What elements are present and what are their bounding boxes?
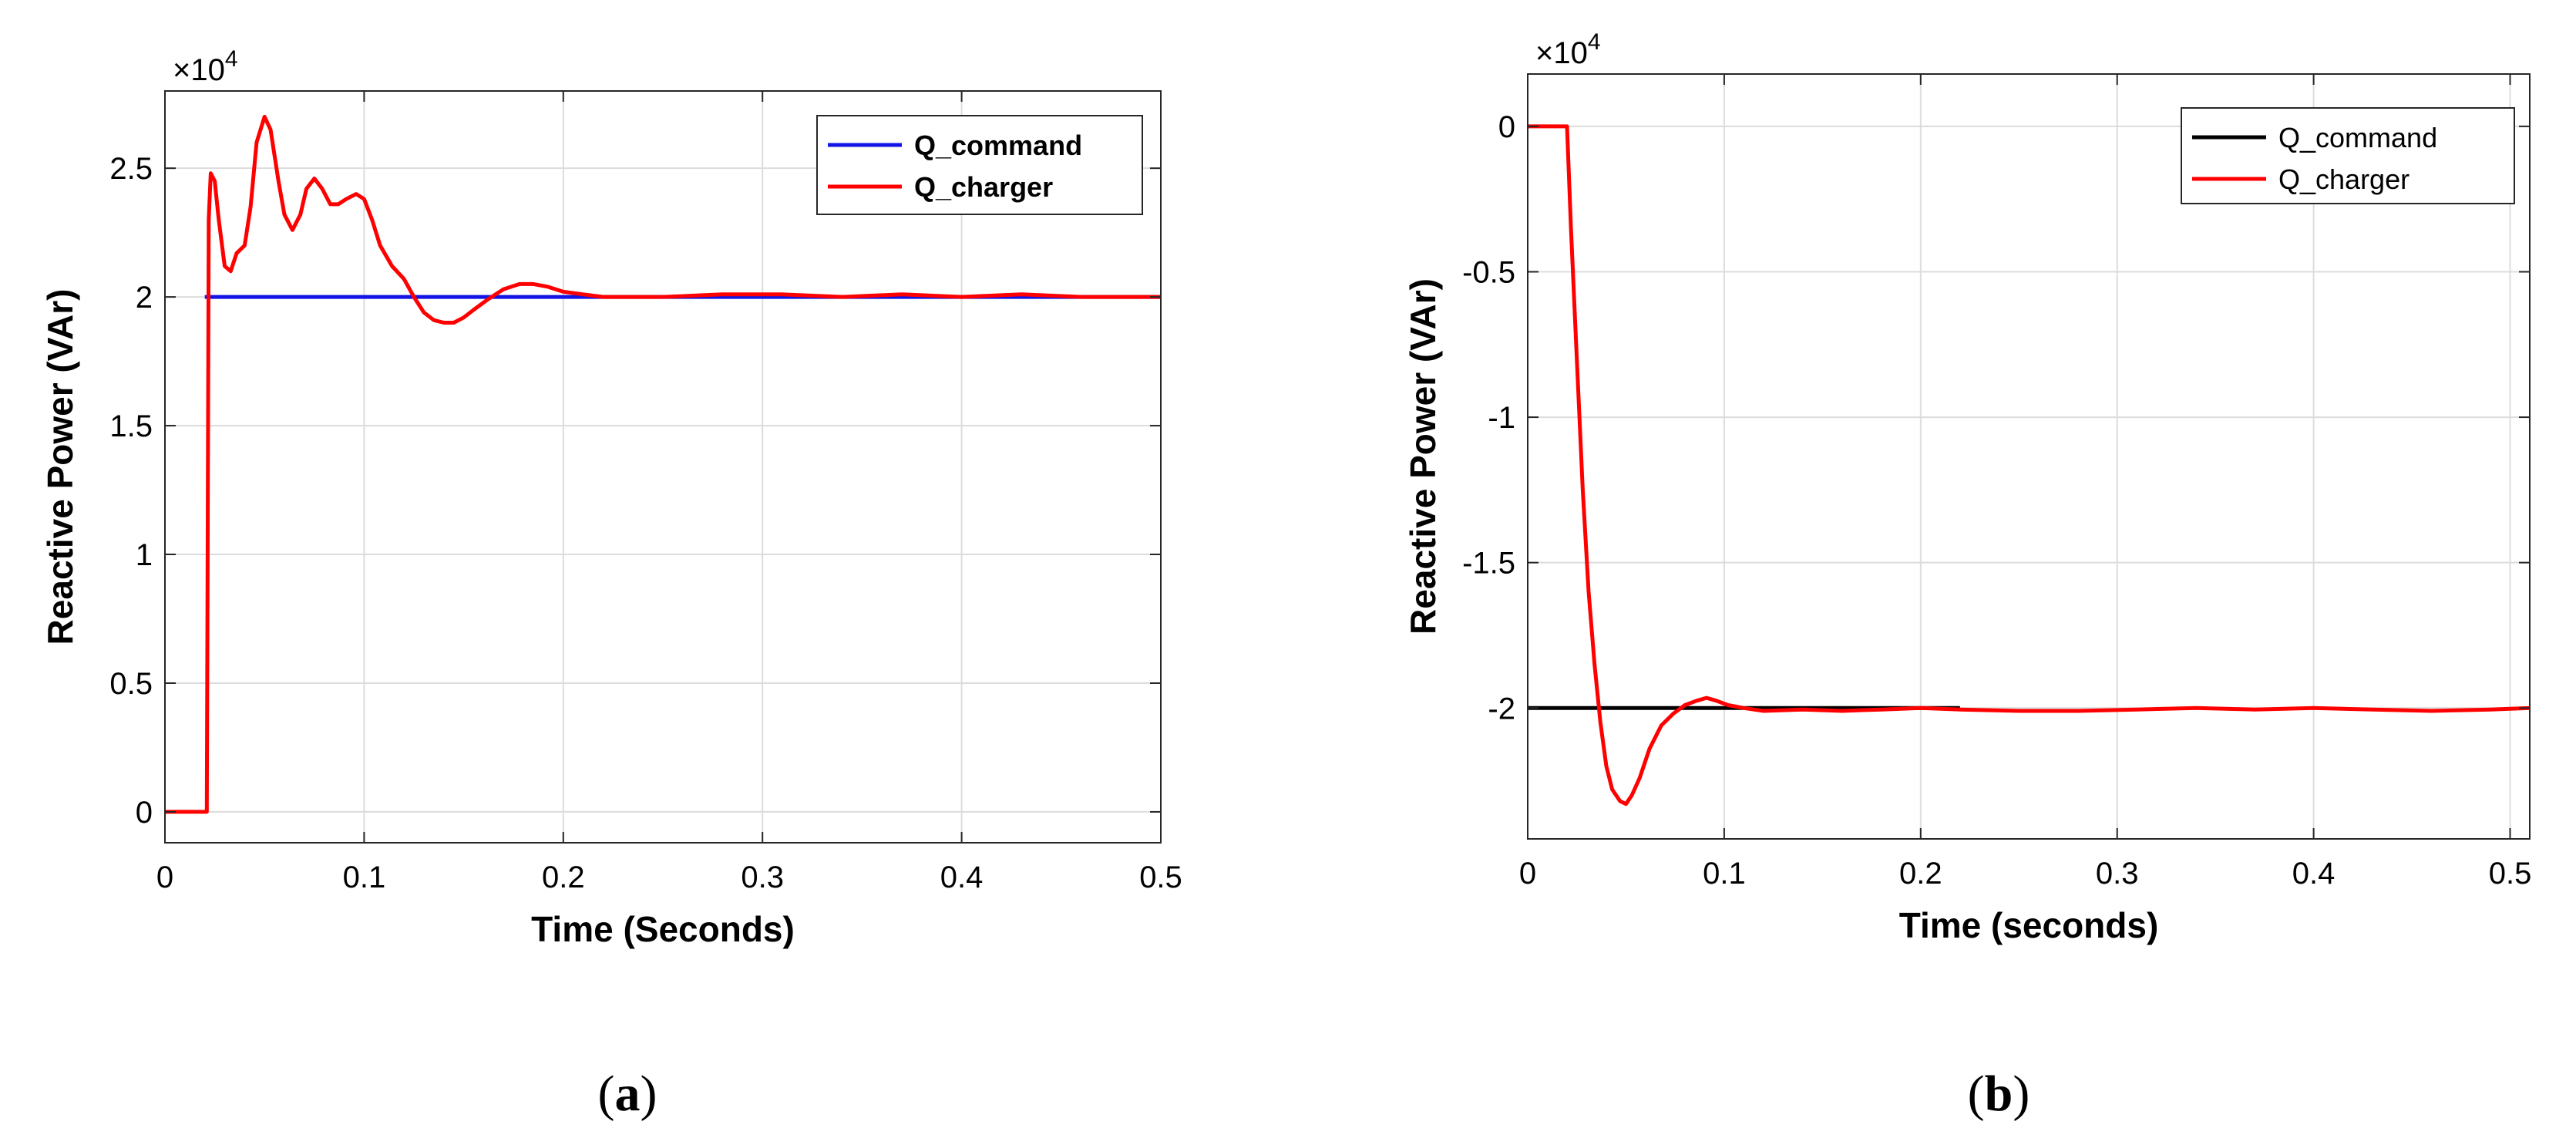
x-axis-label-b: Time (seconds) bbox=[1899, 905, 2159, 945]
y-tick-label: -1 bbox=[1488, 401, 1515, 435]
y-tick-label: 0.5 bbox=[109, 667, 153, 701]
y-tick-label: -0.5 bbox=[1462, 255, 1515, 289]
panel-label-a: (a) bbox=[598, 1066, 657, 1122]
q-charger-line-b bbox=[1528, 124, 2531, 807]
x-tick-label: 0.5 bbox=[2489, 857, 2532, 891]
x-tick-label: 0.5 bbox=[1139, 860, 1182, 894]
y-exponent-label-a: ×104 bbox=[173, 46, 238, 87]
x-tick-label: 0.2 bbox=[542, 860, 585, 894]
legend-entry-label: Q_command bbox=[2278, 122, 2437, 153]
x-tick-label: 0.3 bbox=[741, 860, 784, 894]
y-tick-label: 1 bbox=[136, 538, 153, 572]
plot-frame-a bbox=[164, 90, 1162, 844]
legend-entry-label: Q_charger bbox=[2278, 163, 2410, 195]
y-tick-label: -2 bbox=[1488, 692, 1515, 726]
y-ticks-b: 0 -0.5 -1 -1.5 -2 bbox=[1462, 110, 2530, 726]
x-axis-label-a: Time (Seconds) bbox=[531, 909, 795, 949]
y-axis-label-b: Reactive Power (VAr) bbox=[1403, 278, 1443, 635]
x-tick-label: 0.4 bbox=[940, 860, 984, 894]
x-tick-label: 0 bbox=[156, 860, 173, 894]
x-tick-label: 0.3 bbox=[2096, 857, 2139, 891]
y-tick-label: 2.5 bbox=[109, 152, 153, 186]
legend-box bbox=[2181, 107, 2515, 204]
chart-panel-b: 0 0.1 0.2 0.3 0.4 0.5 0 -0.5 -1 -1.5 -2 ×104 Time… bbox=[1403, 29, 2531, 1122]
series-group-a bbox=[165, 114, 1161, 814]
x-ticks-a: 0 0.1 0.2 0.3 0.4 0.5 bbox=[156, 91, 1182, 894]
y-tick-label: 0 bbox=[136, 796, 153, 830]
y-axis-label-a: Reactive Power (VAr) bbox=[40, 289, 80, 645]
x-tick-label: 0.1 bbox=[1703, 857, 1746, 891]
x-tick-label: 0 bbox=[1519, 857, 1536, 891]
chart-panel-a: 0 0.1 0.2 0.3 0.4 0.5 0 0.5 1 1.5 2 2.5 ×104 Time … bbox=[40, 46, 1182, 1122]
x-tick-label: 0.2 bbox=[1899, 857, 1942, 891]
legend-b: Q_command Q_charger bbox=[2181, 107, 2515, 204]
y-tick-label: -1.5 bbox=[1462, 547, 1515, 581]
legend-entry-label: Q_charger bbox=[914, 171, 1053, 203]
panel-label-b: (b) bbox=[1968, 1066, 2030, 1122]
y-exponent-label-b: ×104 bbox=[1535, 29, 1601, 70]
y-ticks-a: 0 0.5 1 1.5 2 2.5 bbox=[109, 152, 1161, 830]
x-tick-label: 0.4 bbox=[2292, 857, 2336, 891]
legend-a: Q_command Q_charger bbox=[816, 115, 1143, 215]
x-tick-label: 0.1 bbox=[343, 860, 386, 894]
y-tick-label: 0 bbox=[1498, 110, 1515, 144]
plot-area-a bbox=[165, 91, 1161, 843]
legend-box bbox=[816, 115, 1143, 215]
y-tick-label: 1.5 bbox=[109, 409, 153, 443]
x-ticks-b: 0 0.1 0.2 0.3 0.4 0.5 bbox=[1519, 74, 2531, 891]
q-charger-line-a bbox=[165, 114, 1161, 814]
legend-entry-label: Q_command bbox=[914, 130, 1082, 161]
plot-frame-b bbox=[1527, 73, 2531, 840]
series-group-b bbox=[1528, 124, 2531, 807]
y-tick-label: 2 bbox=[136, 281, 153, 315]
